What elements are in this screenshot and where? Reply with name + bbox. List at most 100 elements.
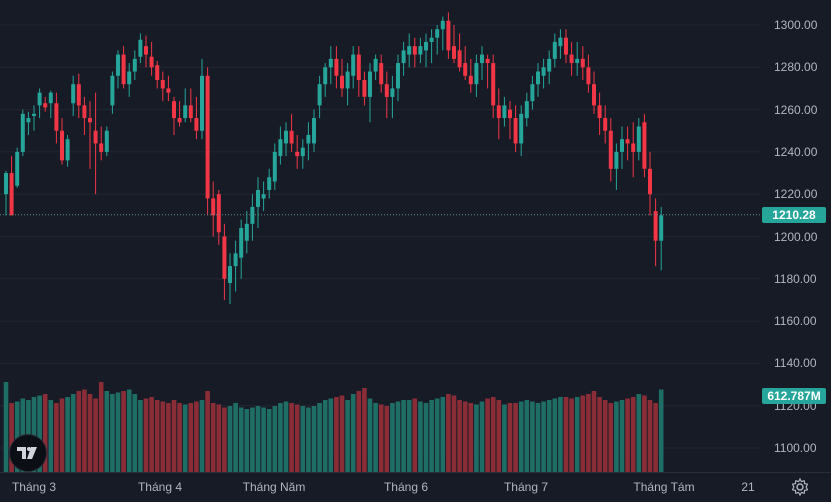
price-tick-label: 1220.00 xyxy=(774,187,818,202)
volume-bar xyxy=(619,400,625,472)
volume-bar xyxy=(586,394,591,472)
price-tick-label: 1180.00 xyxy=(774,271,817,286)
candle-body xyxy=(513,118,518,144)
time-axis[interactable]: Tháng 3 Tháng 4 Tháng Năm Tháng 6 Tháng 7 Thá… xyxy=(0,472,831,500)
volume-bar xyxy=(390,403,395,472)
candle-body xyxy=(306,134,311,144)
candle-body xyxy=(564,37,568,55)
volume-bar xyxy=(87,394,93,472)
candle-body xyxy=(116,54,120,76)
candle-body xyxy=(295,151,300,157)
volume-bar xyxy=(93,398,98,472)
volume-bar xyxy=(104,391,110,472)
candle-body xyxy=(138,39,143,57)
volume-bar xyxy=(3,382,9,472)
candle-body xyxy=(491,63,496,106)
volume-bar xyxy=(558,397,563,472)
candle-body xyxy=(300,147,305,157)
volume-bar xyxy=(334,397,339,472)
chart-canvas[interactable] xyxy=(0,0,760,472)
candle-body xyxy=(642,122,647,169)
candle-body xyxy=(620,139,624,152)
candle-body xyxy=(9,173,14,216)
volume-bar xyxy=(412,398,418,472)
volume-bar xyxy=(530,401,535,472)
tradingview-logo-icon[interactable] xyxy=(9,434,47,472)
volume-bar xyxy=(322,400,328,472)
volume-bar xyxy=(317,403,322,472)
volume-bar xyxy=(418,401,423,472)
volume-bar xyxy=(70,394,76,472)
volume-bar xyxy=(98,382,104,472)
candle-body xyxy=(250,206,255,224)
volume-bar xyxy=(300,406,306,472)
volume-bar xyxy=(261,407,266,472)
volume-bar xyxy=(266,409,272,472)
chart-area[interactable] xyxy=(0,0,760,472)
volume-bar xyxy=(479,401,485,472)
candle-body xyxy=(160,79,165,89)
gear-icon[interactable] xyxy=(790,477,810,497)
candle-body xyxy=(104,130,109,152)
volume-bar xyxy=(614,401,619,472)
candle-body xyxy=(457,50,462,68)
candle-body xyxy=(502,105,507,119)
volume-bar xyxy=(54,403,59,472)
volume-bar xyxy=(210,403,216,472)
candle-body xyxy=(172,101,176,119)
volume-bar xyxy=(182,404,188,472)
candle-body xyxy=(440,20,445,30)
candle-body xyxy=(474,63,479,85)
volume-bar xyxy=(367,398,373,472)
volume-bar xyxy=(345,400,350,472)
candle-body xyxy=(211,198,216,216)
candle-body xyxy=(328,58,333,68)
volume-bar xyxy=(272,406,278,472)
candle-body xyxy=(71,84,76,104)
candle-body xyxy=(597,105,602,119)
candle-body xyxy=(37,92,42,106)
volume-bar xyxy=(474,404,479,472)
volume-bar xyxy=(289,403,294,472)
candle-body xyxy=(401,50,406,64)
volume-bar xyxy=(395,401,401,472)
time-tick-label: Tháng Năm xyxy=(242,480,306,494)
volume-bar xyxy=(250,407,255,472)
candle-body xyxy=(356,54,361,80)
volume-bar xyxy=(496,400,502,472)
volume-bar xyxy=(233,403,238,472)
volume-bar xyxy=(378,404,384,472)
candle-body xyxy=(653,211,658,241)
candle-body xyxy=(194,118,199,131)
price-tick-label: 1260.00 xyxy=(774,102,818,117)
candle-body xyxy=(418,46,423,55)
candle-body xyxy=(614,151,619,169)
candle-body xyxy=(345,71,350,89)
volume-bar xyxy=(653,403,658,472)
candle-body xyxy=(569,54,574,64)
time-tick-label: Tháng 7 xyxy=(503,480,549,494)
volume-bar xyxy=(462,401,468,472)
volume-bar xyxy=(42,394,48,472)
candle-body xyxy=(659,215,664,241)
volume-bar xyxy=(630,397,636,472)
candle-body xyxy=(625,139,630,144)
candle-body xyxy=(20,113,25,152)
candle-body xyxy=(183,105,188,119)
candle-body xyxy=(267,177,272,190)
candle-body xyxy=(48,92,53,104)
price-axis[interactable]: 1100.00 1120.00 1140.00 1160.00 1180.00 1200.… xyxy=(760,0,831,472)
candle-body xyxy=(468,75,473,85)
price-tick-label: 1240.00 xyxy=(774,144,818,159)
candle-body xyxy=(261,194,266,199)
candle-body xyxy=(547,58,552,72)
candle-body xyxy=(586,67,591,85)
candle-body xyxy=(435,29,440,38)
candle-body xyxy=(575,58,580,64)
last-price-badge: 1210.28 xyxy=(762,206,826,223)
candle-body xyxy=(463,63,468,76)
price-tick-label: 1160.00 xyxy=(774,314,817,329)
volume-bar xyxy=(205,391,210,472)
candle-body xyxy=(216,194,221,233)
candle-body xyxy=(88,118,92,123)
